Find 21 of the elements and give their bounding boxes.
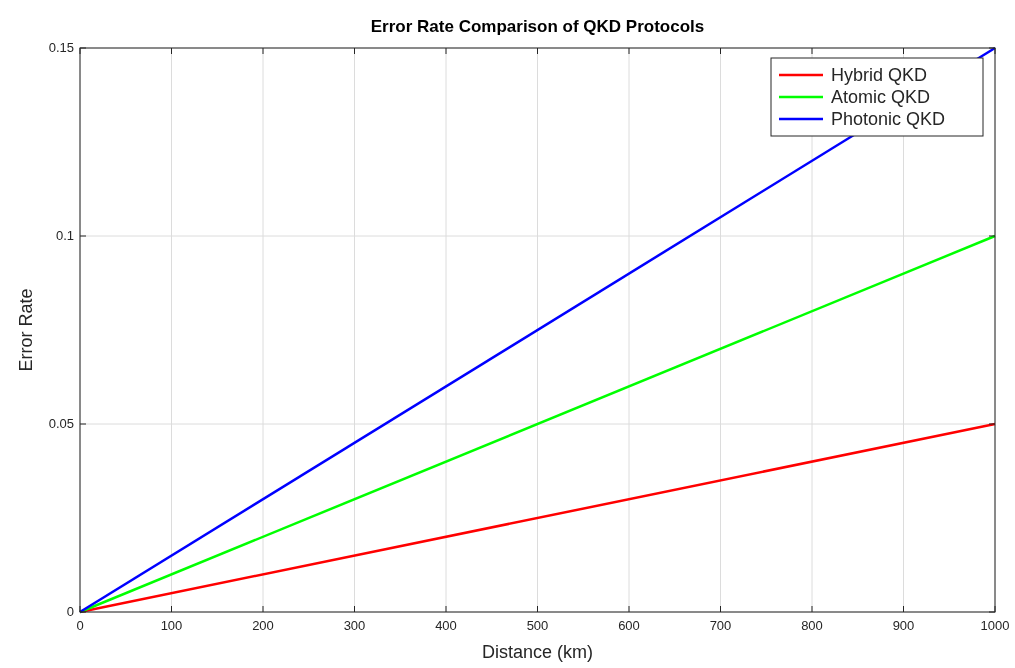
x-tick-label: 1000 [980,618,1010,633]
legend-label: Photonic QKD [831,109,946,129]
x-tick-label: 600 [618,618,640,633]
x-tick-label: 200 [252,618,274,633]
x-tick-label: 0 [76,618,84,633]
x-tick-label: 800 [801,618,823,633]
x-tick-label: 300 [343,618,366,633]
chart-title: Error Rate Comparison of QKD Protocols [370,17,705,36]
legend-label: Atomic QKD [831,87,931,107]
x-tick-label: 100 [160,618,183,633]
x-tick-label: 900 [892,618,915,633]
legend-label: Hybrid QKD [831,65,928,85]
x-tick-label: 700 [709,618,732,633]
y-axis-title: Error Rate [16,288,36,372]
y-tick-label: 0 [66,604,74,619]
x-tick-label: 400 [435,618,457,633]
y-tick-label: 0.05 [48,416,74,431]
x-axis-title: Distance (km) [481,642,594,662]
y-tick-label: 0.1 [55,228,74,243]
y-tick-label: 0.15 [48,40,74,55]
x-tick-label: 500 [526,618,549,633]
